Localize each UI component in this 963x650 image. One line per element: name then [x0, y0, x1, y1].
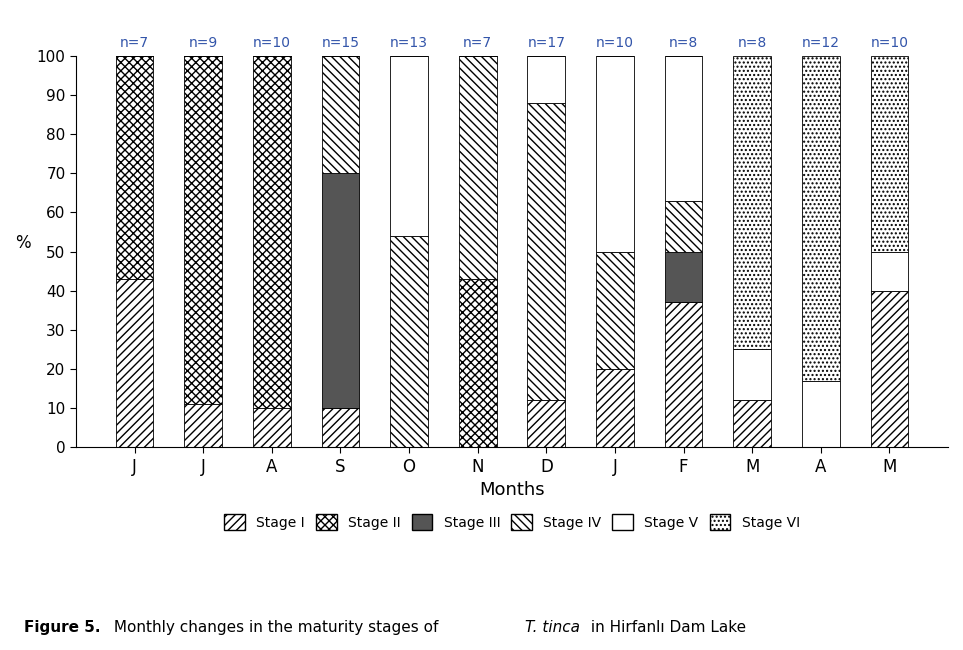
Bar	[871, 291, 908, 447]
Text: Monthly changes in the maturity stages of: Monthly changes in the maturity stages o…	[109, 620, 443, 635]
Bar	[116, 279, 153, 447]
Text: n=8: n=8	[738, 36, 767, 50]
Bar	[184, 404, 222, 447]
Text: n=7: n=7	[463, 36, 492, 50]
Bar	[802, 56, 840, 381]
Bar	[458, 56, 497, 279]
Text: n=10: n=10	[596, 36, 634, 50]
Text: n=10: n=10	[252, 36, 291, 50]
Legend: Stage I, Stage II, Stage III, Stage IV, Stage V, Stage VI: Stage I, Stage II, Stage III, Stage IV, …	[219, 509, 805, 535]
Text: in Hirfanlı Dam Lake: in Hirfanlı Dam Lake	[586, 620, 745, 635]
Bar	[322, 56, 359, 174]
Bar	[664, 201, 702, 252]
Text: n=9: n=9	[189, 36, 218, 50]
Bar	[664, 302, 702, 447]
Bar	[184, 56, 222, 404]
Bar	[596, 252, 634, 369]
Bar	[390, 56, 428, 236]
Text: n=13: n=13	[390, 36, 428, 50]
Bar	[458, 279, 497, 447]
Text: n=15: n=15	[322, 36, 359, 50]
Bar	[253, 408, 291, 447]
Bar	[596, 56, 634, 252]
Bar	[802, 381, 840, 447]
Text: n=12: n=12	[802, 36, 840, 50]
Bar	[734, 56, 771, 349]
Text: n=8: n=8	[669, 36, 698, 50]
Bar	[528, 56, 565, 103]
Bar	[528, 103, 565, 400]
Bar	[390, 236, 428, 447]
Text: Figure 5.: Figure 5.	[24, 620, 100, 635]
Y-axis label: %: %	[15, 233, 31, 252]
Bar	[871, 252, 908, 291]
Bar	[322, 174, 359, 408]
Text: n=7: n=7	[120, 36, 149, 50]
Bar	[528, 400, 565, 447]
Bar	[664, 252, 702, 302]
X-axis label: Months: Months	[480, 481, 545, 499]
Bar	[664, 56, 702, 201]
Text: n=17: n=17	[528, 36, 565, 50]
Bar	[322, 408, 359, 447]
Bar	[871, 56, 908, 252]
Bar	[734, 349, 771, 400]
Bar	[596, 369, 634, 447]
Bar	[253, 56, 291, 408]
Text: n=10: n=10	[871, 36, 908, 50]
Bar	[116, 56, 153, 279]
Text: T. tinca: T. tinca	[525, 620, 580, 635]
Bar	[734, 400, 771, 447]
